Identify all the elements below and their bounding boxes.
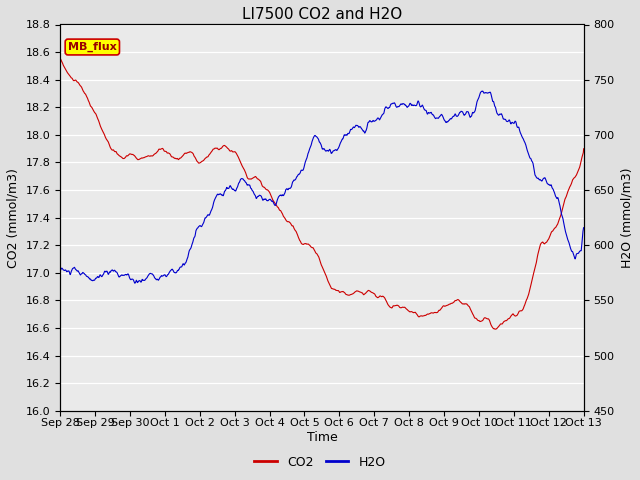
Y-axis label: H2O (mmol/m3): H2O (mmol/m3) <box>620 168 633 268</box>
X-axis label: Time: Time <box>307 431 337 444</box>
Title: LI7500 CO2 and H2O: LI7500 CO2 and H2O <box>242 7 402 22</box>
Y-axis label: CO2 (mmol/m3): CO2 (mmol/m3) <box>7 168 20 268</box>
Text: MB_flux: MB_flux <box>68 42 116 52</box>
Legend: CO2, H2O: CO2, H2O <box>250 451 390 474</box>
